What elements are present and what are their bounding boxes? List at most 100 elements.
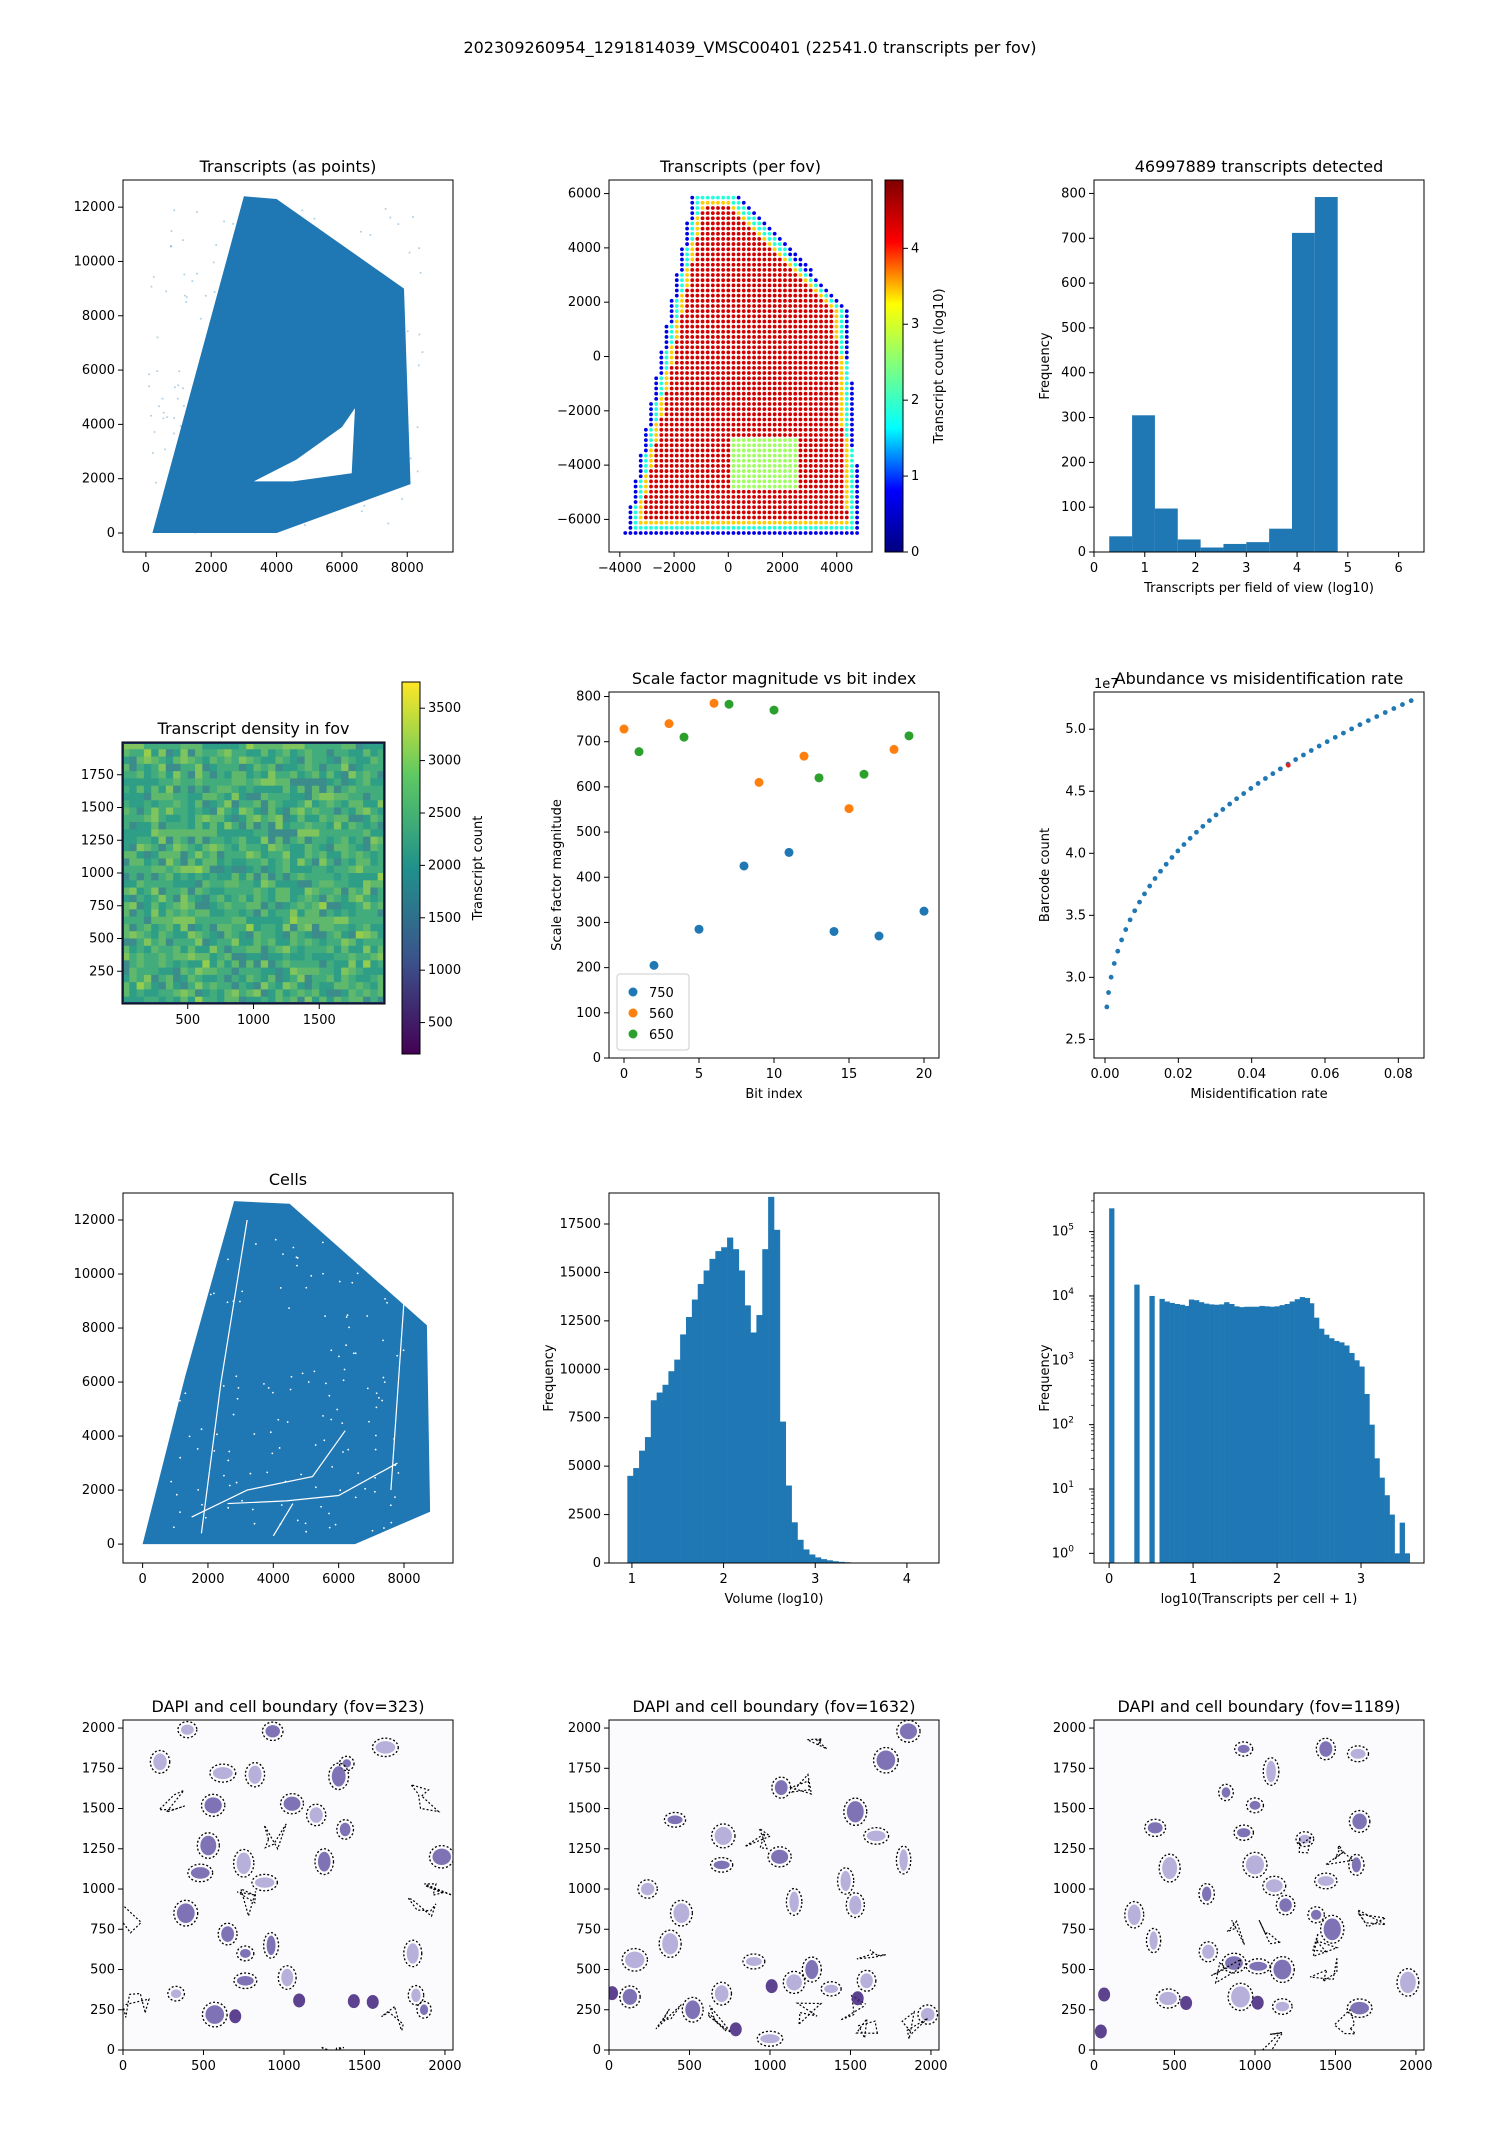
heatmap-cell <box>158 880 167 889</box>
fov-point <box>762 262 767 267</box>
heatmap-cell <box>355 858 364 867</box>
x-tick-label: 4000 <box>257 1572 290 1587</box>
fov-point <box>705 464 710 468</box>
gap-dot <box>351 1251 354 1254</box>
fov-point <box>850 489 854 494</box>
heatmap-cell <box>260 865 269 874</box>
heatmap-cell <box>246 851 254 859</box>
fov-point <box>747 464 751 468</box>
heatmap-cell <box>202 894 211 903</box>
fov-point <box>798 355 803 360</box>
fov-point <box>726 211 731 216</box>
fov-point <box>808 309 813 314</box>
fov-point <box>793 407 798 412</box>
fov-point <box>839 396 844 401</box>
fov-point <box>844 500 849 504</box>
fov-point <box>772 505 777 510</box>
fov-point <box>685 515 689 520</box>
fov-point <box>695 319 700 324</box>
fov-point <box>783 427 787 432</box>
fov-point <box>844 474 849 479</box>
fov-point <box>757 262 762 267</box>
heatmap-cell <box>341 814 349 823</box>
fov-point <box>680 381 684 386</box>
fov-point <box>705 237 710 241</box>
fov-point <box>695 335 700 339</box>
heatmap-cell <box>326 836 335 845</box>
fov-point <box>633 520 638 525</box>
fov-point <box>850 427 854 432</box>
fov-point <box>680 422 684 427</box>
fov-point <box>710 355 715 360</box>
cell-boundary <box>371 1737 399 1758</box>
heatmap-cell <box>165 749 174 758</box>
scatter-point <box>150 285 153 288</box>
scatter-point <box>417 364 420 367</box>
fov-point <box>690 479 695 484</box>
y-tick-label: 10000 <box>560 1362 601 1377</box>
fov-point <box>736 247 741 252</box>
heatmap-cell <box>341 836 349 845</box>
fov-point <box>649 520 653 525</box>
fov-point <box>824 319 829 324</box>
scatter-point <box>183 273 186 276</box>
heatmap-cell <box>158 931 167 939</box>
heatmap-cell <box>348 785 357 794</box>
heatmap-cell <box>151 880 160 889</box>
fov-point <box>674 350 679 355</box>
plot-area <box>627 1196 863 1563</box>
fov-point <box>695 422 700 427</box>
fov-point <box>783 247 787 252</box>
heatmap-cell <box>202 785 211 794</box>
fov-point <box>633 505 638 510</box>
heatmap-cell <box>297 778 306 787</box>
fov-point <box>844 386 849 391</box>
fov-point <box>839 474 844 479</box>
fov-point <box>736 510 741 515</box>
fov-point <box>850 433 854 437</box>
fov-point <box>700 500 705 504</box>
cell-boundary <box>1145 1927 1162 1954</box>
fov-point <box>747 366 751 370</box>
heatmap-cell <box>136 822 145 830</box>
fov-point <box>762 293 767 298</box>
fov-point <box>731 242 736 246</box>
heatmap-cell <box>173 771 181 779</box>
fov-point <box>803 371 808 375</box>
fov-point <box>813 510 818 515</box>
heatmap-cell <box>173 843 181 852</box>
fov-point <box>741 345 746 350</box>
heatmap-cell <box>311 807 320 816</box>
heatmap-cell <box>129 982 138 990</box>
heatmap-cell <box>129 880 138 889</box>
fov-point <box>819 448 823 453</box>
fov-point <box>762 237 767 241</box>
fov-point <box>643 453 648 458</box>
fov-point <box>736 366 741 370</box>
nucleus <box>1266 1760 1276 1783</box>
fov-point <box>819 319 823 324</box>
fov-point <box>757 453 762 458</box>
heatmap-cell <box>202 865 211 874</box>
fov-point <box>700 443 705 448</box>
heatmap-cell <box>311 843 320 852</box>
heatmap-cell <box>195 982 203 990</box>
fov-point <box>721 494 726 499</box>
fov-point <box>777 427 782 432</box>
scatter-point <box>369 233 372 236</box>
fov-point <box>741 510 746 515</box>
y-tick-label: 12500 <box>560 1314 601 1329</box>
fov-point <box>721 510 726 515</box>
histogram-bar <box>1334 1340 1340 1563</box>
fov-point <box>819 293 823 298</box>
y-tick-label: 12000 <box>74 1213 115 1228</box>
fov-point <box>793 324 798 329</box>
fov-point <box>721 206 726 210</box>
heatmap-cell <box>290 982 298 990</box>
heatmap-cell <box>297 923 306 932</box>
heatmap-cell <box>209 880 218 889</box>
heatmap-cell <box>238 843 247 852</box>
heatmap-cell <box>165 771 174 779</box>
cell-boundary <box>789 1773 813 1795</box>
heatmap-cell <box>238 814 247 823</box>
